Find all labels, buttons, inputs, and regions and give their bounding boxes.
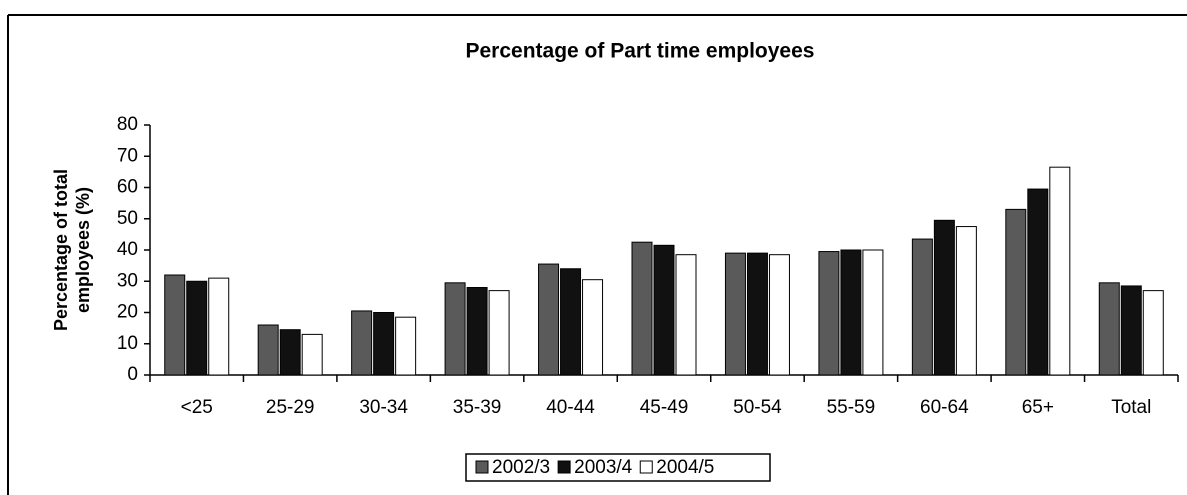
y-axis-label: Percentage of total	[51, 169, 71, 331]
legend-box	[465, 453, 771, 482]
x-tick-label: 60-64	[920, 397, 969, 418]
y-tick-label: 10	[117, 333, 138, 354]
bar	[208, 277, 230, 376]
bar	[818, 251, 840, 376]
bar	[257, 324, 279, 376]
y-tick-label: 50	[117, 208, 138, 229]
bar	[724, 252, 746, 376]
x-tick-label: 45-49	[640, 397, 689, 418]
bar	[279, 329, 301, 376]
bar	[1005, 208, 1027, 376]
bar	[1027, 188, 1049, 376]
bar	[840, 249, 862, 376]
bar	[560, 268, 582, 376]
x-tick-label: 40-44	[546, 397, 595, 418]
bar	[186, 280, 208, 376]
legend-swatch	[639, 460, 653, 474]
bar	[538, 263, 560, 376]
x-tick-label: 35-39	[453, 397, 502, 418]
x-tick-label: <25	[181, 397, 213, 418]
bar	[653, 244, 675, 376]
bar	[1049, 166, 1071, 376]
bar	[911, 238, 933, 376]
bar	[746, 252, 768, 376]
bar	[1120, 285, 1142, 376]
x-tick-label: 55-59	[827, 397, 876, 418]
x-tick-label: Total	[1111, 397, 1151, 418]
bar	[768, 254, 790, 376]
bar	[444, 282, 466, 376]
bar	[955, 226, 977, 376]
bar	[466, 287, 488, 376]
bar	[862, 249, 884, 376]
bar	[675, 254, 697, 376]
bar	[301, 333, 323, 376]
legend-label: 2002/3	[492, 457, 550, 478]
bar	[351, 310, 373, 376]
y-axis-label: employees (%)	[73, 187, 93, 313]
bar	[488, 290, 510, 376]
x-tick-label: 30-34	[359, 397, 408, 418]
bar	[631, 241, 653, 376]
bar	[933, 219, 955, 376]
chart-title: Percentage of Part time employees	[466, 40, 815, 63]
legend-label: 2003/4	[574, 457, 633, 478]
x-tick-label: 50-54	[733, 397, 782, 418]
x-tick-label: 25-29	[266, 397, 315, 418]
y-tick-label: 20	[117, 302, 138, 323]
bar	[164, 274, 186, 376]
bar	[582, 279, 604, 376]
bar	[373, 312, 395, 376]
legend-label: 2004/5	[656, 457, 714, 478]
bar	[395, 316, 417, 376]
y-tick-label: 60	[117, 177, 138, 198]
legend-swatch	[475, 460, 489, 474]
y-tick-label: 40	[117, 239, 138, 260]
bar	[1098, 282, 1120, 376]
y-tick-label: 70	[117, 145, 138, 166]
bar	[1142, 290, 1164, 376]
y-tick-label: 0	[127, 364, 138, 385]
y-tick-label: 80	[117, 114, 138, 135]
legend-swatch	[557, 460, 571, 474]
x-tick-label: 65+	[1022, 397, 1054, 418]
y-tick-label: 30	[117, 270, 138, 291]
